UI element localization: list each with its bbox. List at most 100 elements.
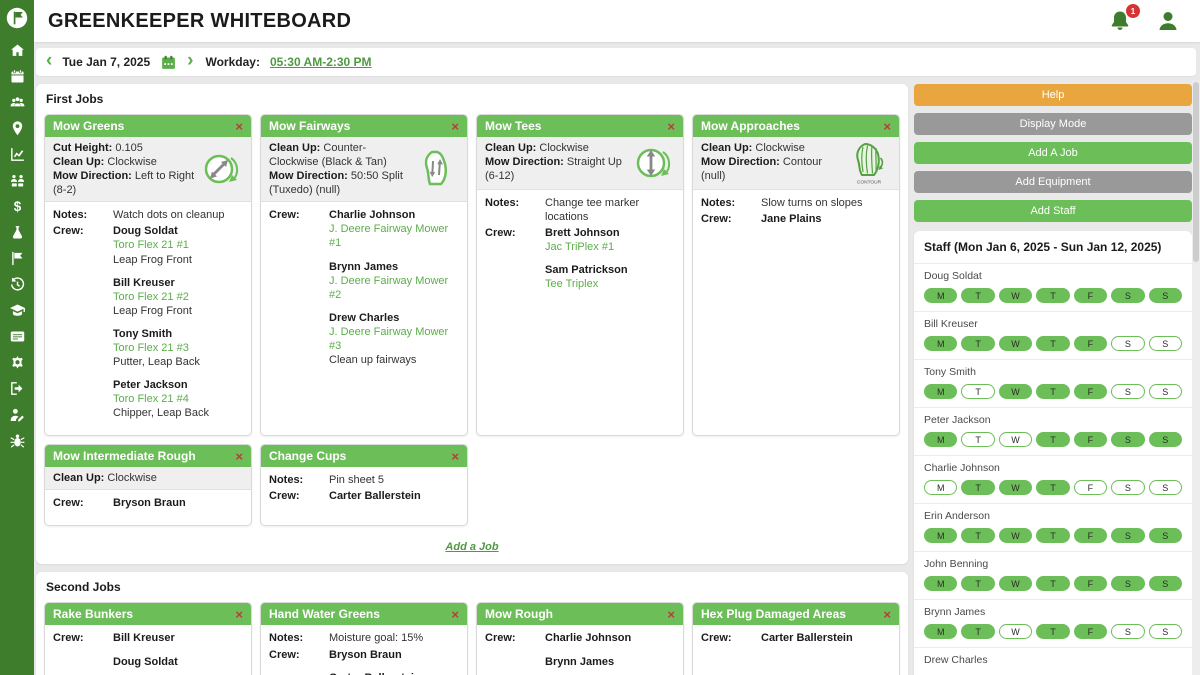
staff-name: Bill Kreuser [924,318,978,330]
crew-member-equipment: J. Deere Fairway Mower #1 [329,223,449,250]
add-a-job-link[interactable]: Add a Job [445,541,499,554]
day-pill[interactable]: S [1148,528,1182,543]
day-pill[interactable]: S [1148,384,1182,399]
day-pill[interactable]: F [1073,384,1108,399]
day-pill[interactable]: W [998,576,1033,591]
day-pill[interactable]: S [1111,288,1145,303]
flask-icon[interactable] [9,224,26,241]
day-pill[interactable]: W [998,480,1033,495]
day-pill[interactable]: T [1036,384,1070,399]
add-equipment-button[interactable]: Add Equipment [914,171,1192,193]
day-pill[interactable]: S [1148,288,1182,303]
users-icon[interactable] [9,94,26,111]
prev-day-button[interactable]: ‹ [46,50,53,71]
graduation-icon[interactable] [9,302,26,319]
dollar-icon[interactable]: $ [9,198,26,215]
day-pill[interactable]: M [924,336,958,351]
day-pill[interactable]: T [1036,576,1070,591]
crew-member: Bryson Braun [113,496,243,510]
day-pill[interactable]: M [924,624,958,639]
day-pill[interactable]: T [1036,624,1070,639]
day-pill[interactable]: M [924,432,958,447]
day-pill[interactable]: M [924,288,958,303]
user-menu-button[interactable] [1156,9,1180,33]
close-icon[interactable]: × [667,118,675,134]
org-icon[interactable] [9,172,26,189]
scrollbar[interactable] [1192,80,1200,675]
close-icon[interactable]: × [235,118,243,134]
day-pill[interactable]: M [924,480,958,495]
day-pill[interactable]: T [961,336,995,351]
close-icon[interactable]: × [235,448,243,464]
day-pill[interactable]: F [1073,432,1108,447]
staff-map-icon[interactable] [9,120,26,137]
flag-icon[interactable] [9,250,26,267]
day-pill[interactable]: F [1073,480,1108,495]
day-pill[interactable]: W [998,432,1033,447]
day-pill[interactable]: S [1111,528,1145,543]
card-icon[interactable] [9,328,26,345]
display-mode-button[interactable]: Display Mode [914,113,1192,135]
day-pill[interactable]: S [1148,480,1182,495]
user-edit-icon[interactable] [9,406,26,423]
history-icon[interactable] [9,276,26,293]
calendar-icon[interactable] [9,68,26,85]
day-pill[interactable]: T [1036,528,1070,543]
day-pill[interactable]: T [961,432,995,447]
day-pill[interactable]: S [1148,624,1182,639]
workday-hours-link[interactable]: 05:30 AM-2:30 PM [269,55,372,69]
day-pill[interactable]: F [1073,624,1108,639]
day-pill[interactable]: S [1148,336,1182,351]
day-pill[interactable]: F [1073,576,1108,591]
day-pill[interactable]: W [998,624,1033,639]
add-staff-button[interactable]: Add Staff [914,200,1192,222]
close-icon[interactable]: × [667,606,675,622]
day-pill[interactable]: S [1111,480,1145,495]
day-pill[interactable]: T [961,480,995,495]
home-icon[interactable] [9,42,26,59]
day-pill[interactable]: W [998,384,1033,399]
day-pill[interactable]: S [1148,576,1182,591]
day-pill[interactable]: T [1036,480,1070,495]
day-pill[interactable]: W [998,528,1033,543]
day-pill[interactable]: W [998,288,1033,303]
notifications-button[interactable]: 1 [1108,4,1140,33]
close-icon[interactable]: × [451,118,459,134]
day-pill[interactable]: M [924,384,958,399]
signout-icon[interactable] [9,380,26,397]
add-a-job-button[interactable]: Add A Job [914,142,1192,164]
day-pill[interactable]: W [998,336,1033,351]
day-pill[interactable]: M [924,528,958,543]
day-pill[interactable]: S [1148,432,1182,447]
day-pill[interactable]: T [1036,336,1070,351]
day-pill[interactable]: T [961,288,995,303]
day-pill[interactable]: M [924,576,958,591]
day-pill[interactable]: S [1111,624,1145,639]
calendar-picker-icon[interactable] [160,54,177,71]
next-day-button[interactable]: › [187,50,194,71]
close-icon[interactable]: × [451,606,459,622]
day-pill[interactable]: T [1036,432,1070,447]
day-pill[interactable]: F [1073,336,1108,351]
app-logo[interactable] [4,5,30,31]
day-pill[interactable]: S [1111,384,1145,399]
close-icon[interactable]: × [235,606,243,622]
day-pill[interactable]: T [961,384,995,399]
day-pill[interactable]: S [1111,432,1145,447]
day-pill[interactable]: T [961,624,995,639]
bug-icon[interactable] [9,432,26,449]
day-pill[interactable]: T [1036,288,1070,303]
close-icon[interactable]: × [451,448,459,464]
day-pill[interactable]: S [1111,576,1145,591]
day-pill[interactable]: F [1073,288,1108,303]
day-pill[interactable]: S [1111,336,1145,351]
day-pill[interactable]: F [1073,528,1108,543]
chart-icon[interactable] [9,146,26,163]
scrollbar-thumb[interactable] [1193,82,1199,262]
close-icon[interactable]: × [883,606,891,622]
day-pill[interactable]: T [961,528,995,543]
gear-icon[interactable] [9,354,26,371]
close-icon[interactable]: × [883,118,891,134]
day-pill[interactable]: T [961,576,995,591]
help-button[interactable]: Help [914,84,1192,106]
